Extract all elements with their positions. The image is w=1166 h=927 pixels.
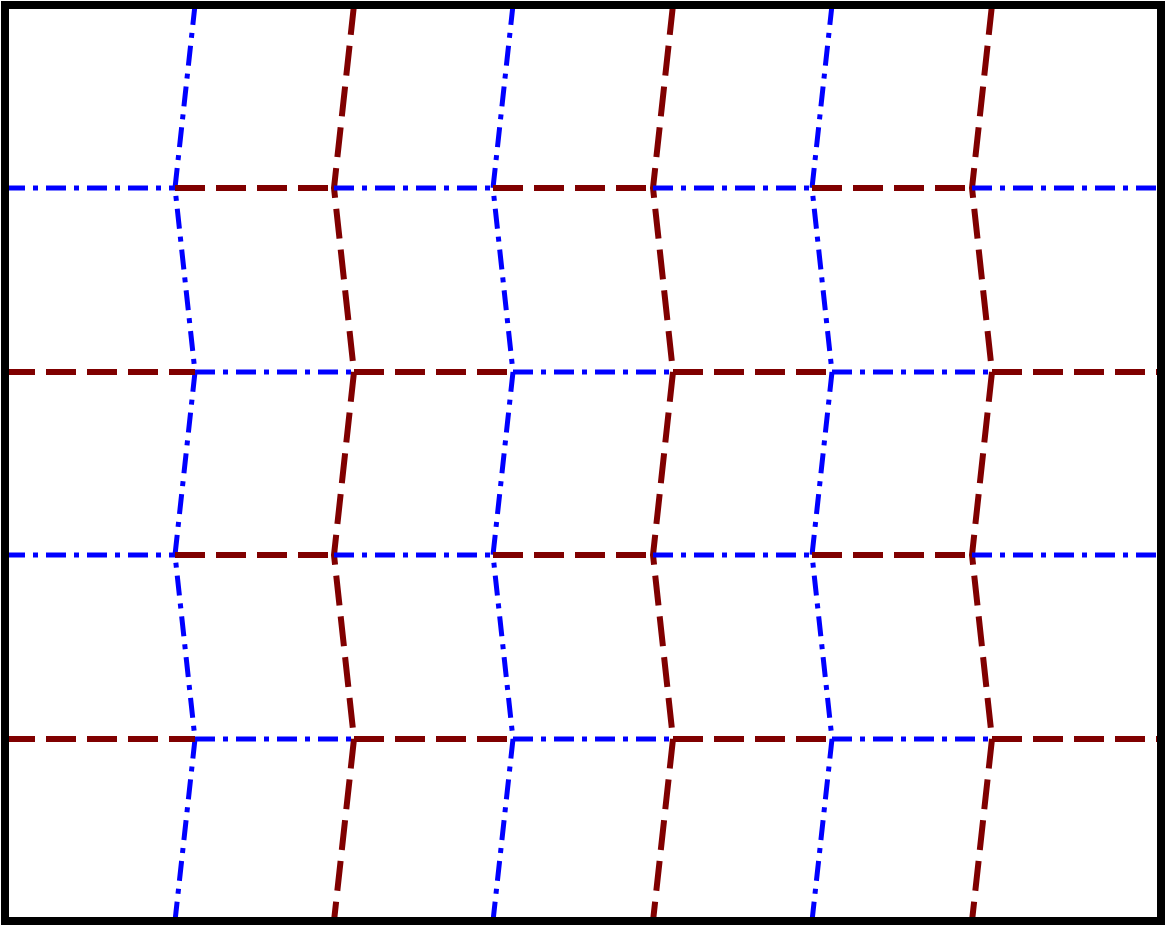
red-zigzag-line — [968, 4, 996, 922]
blue-zigzag-line — [172, 4, 198, 922]
grid-lines — [5, 4, 1161, 922]
red-zigzag-line — [330, 4, 358, 922]
red-zigzag-line — [649, 4, 677, 922]
blue-zigzag-line — [490, 4, 516, 922]
blue-zigzag-line — [809, 4, 835, 922]
